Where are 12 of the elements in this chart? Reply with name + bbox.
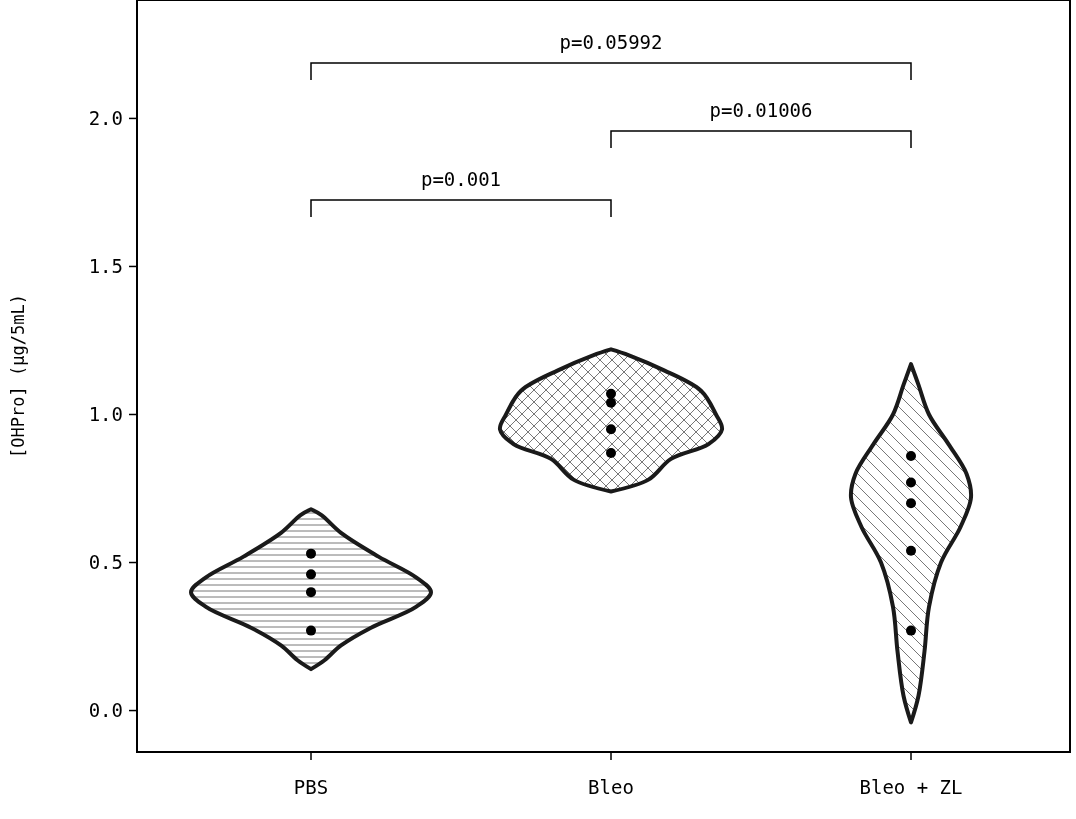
x-tick-label: Bleo + ZL [859, 776, 963, 798]
y-tick-label: 1.0 [88, 403, 123, 426]
y-tick-label: 0.0 [88, 699, 123, 722]
x-tick-label: PBS [293, 776, 329, 798]
annotation: p=0.05992 [559, 31, 663, 53]
y-tick-label: 1.5 [88, 255, 123, 278]
x-tick-label: Bleo [588, 776, 634, 798]
annotation: p=0.01006 [709, 99, 813, 121]
y-axis-title: [OHPro] (μg/5mL) [8, 294, 28, 458]
y-tick-label: 2.0 [88, 107, 123, 130]
annotation: p=0.001 [420, 168, 502, 190]
y-tick-label: 0.5 [88, 551, 123, 574]
